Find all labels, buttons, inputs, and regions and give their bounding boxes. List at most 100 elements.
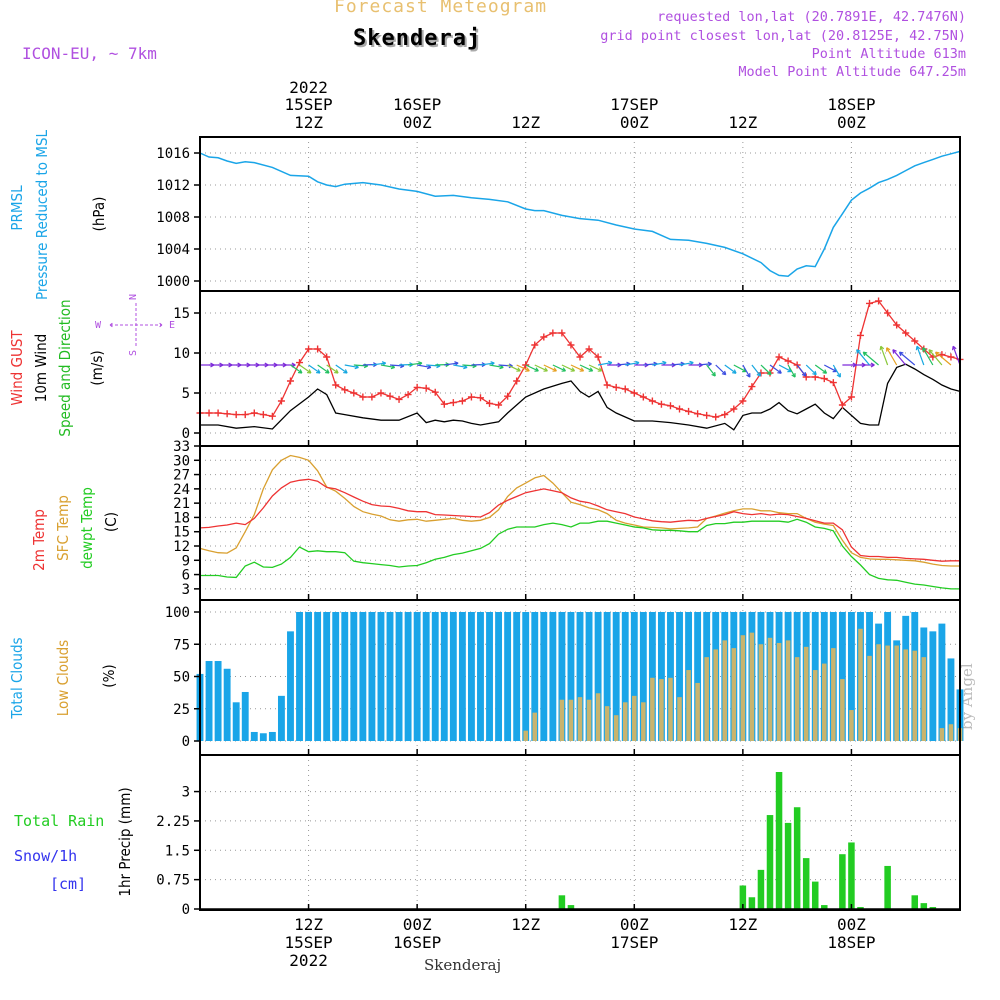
low-cloud-bar — [559, 699, 565, 741]
low-cloud-bar — [776, 642, 782, 741]
low-cloud-bar — [840, 679, 845, 741]
temp-2m-line — [199, 478, 960, 562]
gust-marker — [802, 373, 810, 381]
total-cloud-bar — [947, 658, 955, 741]
top-date-label: 18SEP — [827, 95, 875, 114]
wind-direction-arrow — [507, 364, 521, 372]
total-cloud-bar — [287, 631, 294, 741]
y-tick-label: 1.5 — [165, 843, 190, 859]
y-tick-label: 15 — [173, 525, 190, 541]
total-cloud-bar — [467, 612, 475, 741]
gust-marker — [694, 410, 702, 418]
low-cloud-bar — [758, 644, 764, 741]
wind-direction-arrow — [928, 349, 943, 366]
gust-marker — [241, 411, 249, 419]
gust-marker — [305, 345, 313, 353]
wind-direction-arrow — [534, 364, 548, 372]
wind-direction-arrow — [706, 364, 716, 377]
gust-marker — [214, 409, 222, 417]
total-cloud-bar — [676, 612, 683, 741]
y-tick-label: 12 — [173, 539, 190, 555]
y-tick-label: 50 — [173, 670, 190, 686]
total-cloud-bar — [205, 661, 213, 741]
gust-marker — [576, 353, 584, 361]
gust-marker — [440, 400, 448, 408]
total-rain-label: Total Rain — [14, 812, 104, 830]
gust-marker — [739, 397, 747, 405]
total-cloud-bar — [567, 612, 575, 741]
precip-bar — [811, 881, 819, 909]
low-cloud-bar — [921, 657, 927, 741]
gust-marker — [875, 297, 883, 305]
total-cloud-bar — [296, 612, 303, 741]
dewpt-line — [200, 518, 960, 590]
total-cloud-bar — [594, 612, 602, 741]
gust-marker — [630, 389, 638, 397]
footer-location: Skenderaj — [424, 956, 502, 974]
total-cloud-bar — [350, 612, 358, 741]
gust-marker — [250, 409, 258, 417]
low-cloud-bar — [568, 699, 574, 741]
total-cloud-bar — [440, 612, 448, 741]
gust-marker — [558, 329, 566, 337]
low-cloud-bar — [704, 657, 709, 741]
wind-gust-label: Wind GUST — [8, 330, 26, 406]
low-cloud-bar — [822, 663, 827, 741]
pressure-unit: (hPa) — [90, 197, 108, 232]
top-hour-label: 00Z — [620, 113, 649, 132]
low-cloud-bar — [632, 695, 637, 741]
wind-direction-arrow — [814, 364, 828, 374]
pressure-line — [199, 150, 961, 277]
gust-marker — [730, 405, 738, 413]
precip-bar — [857, 907, 864, 909]
y-tick-label: 0.75 — [156, 873, 190, 889]
precip-bar — [839, 854, 846, 909]
gust-marker — [359, 393, 367, 401]
bottom-hour-label: 00Z — [837, 915, 866, 934]
compass-n: N — [128, 294, 139, 300]
wind-direction-arrow — [715, 364, 727, 376]
wind-direction-arrow — [525, 364, 539, 372]
precip-bar — [821, 905, 828, 909]
wind-direction-arrow — [892, 349, 907, 366]
total-cloud-bar — [495, 612, 503, 741]
gust-marker — [495, 401, 503, 409]
wind-direction-arrow — [951, 345, 961, 366]
low-cloud-bar — [803, 646, 809, 741]
precip-bar — [757, 869, 765, 909]
total-cloud-bar — [449, 612, 457, 741]
y-tick-label: 18 — [173, 510, 190, 526]
low-cloud-bar — [668, 677, 673, 741]
gust-marker — [856, 331, 864, 339]
total-cloud-bar — [250, 731, 258, 741]
total-cloud-bar — [657, 612, 665, 741]
precip-bar — [739, 885, 747, 909]
precip-bar — [558, 895, 566, 909]
top-hour-label: 12Z — [294, 113, 323, 132]
total-cloud-bar — [504, 612, 512, 741]
low-cloud-bar — [894, 645, 899, 741]
precip-bar — [802, 858, 810, 909]
y-tick-label: 0 — [182, 734, 190, 750]
low-cloud-bar — [713, 649, 718, 741]
low-cloud-bar — [939, 728, 945, 741]
gridpoint-coords: grid point closest lon,lat (20.8125E, 42… — [600, 28, 966, 44]
wind-direction-arrow — [552, 364, 567, 372]
precip-bar — [911, 895, 919, 909]
total-cloud-bar — [667, 612, 674, 741]
gust-marker — [277, 397, 285, 405]
wind-direction-arrow — [570, 364, 585, 372]
gust-marker — [893, 321, 901, 329]
low-cloud-bar — [858, 628, 863, 741]
total-cloud-bar — [929, 631, 937, 741]
wind-direction-arrow — [760, 364, 772, 376]
low-cloud-bar — [794, 657, 800, 741]
total-cloud-bar — [422, 612, 430, 741]
gust-marker — [902, 329, 910, 337]
total-cloud-bar — [431, 612, 439, 741]
low-cloud-bar — [622, 702, 628, 741]
sfc-temp-label: SFC Temp — [54, 495, 72, 561]
bottom-date-label: 15SEP — [284, 933, 332, 952]
gust-marker — [513, 377, 521, 385]
total-cloud-bar — [395, 612, 403, 741]
